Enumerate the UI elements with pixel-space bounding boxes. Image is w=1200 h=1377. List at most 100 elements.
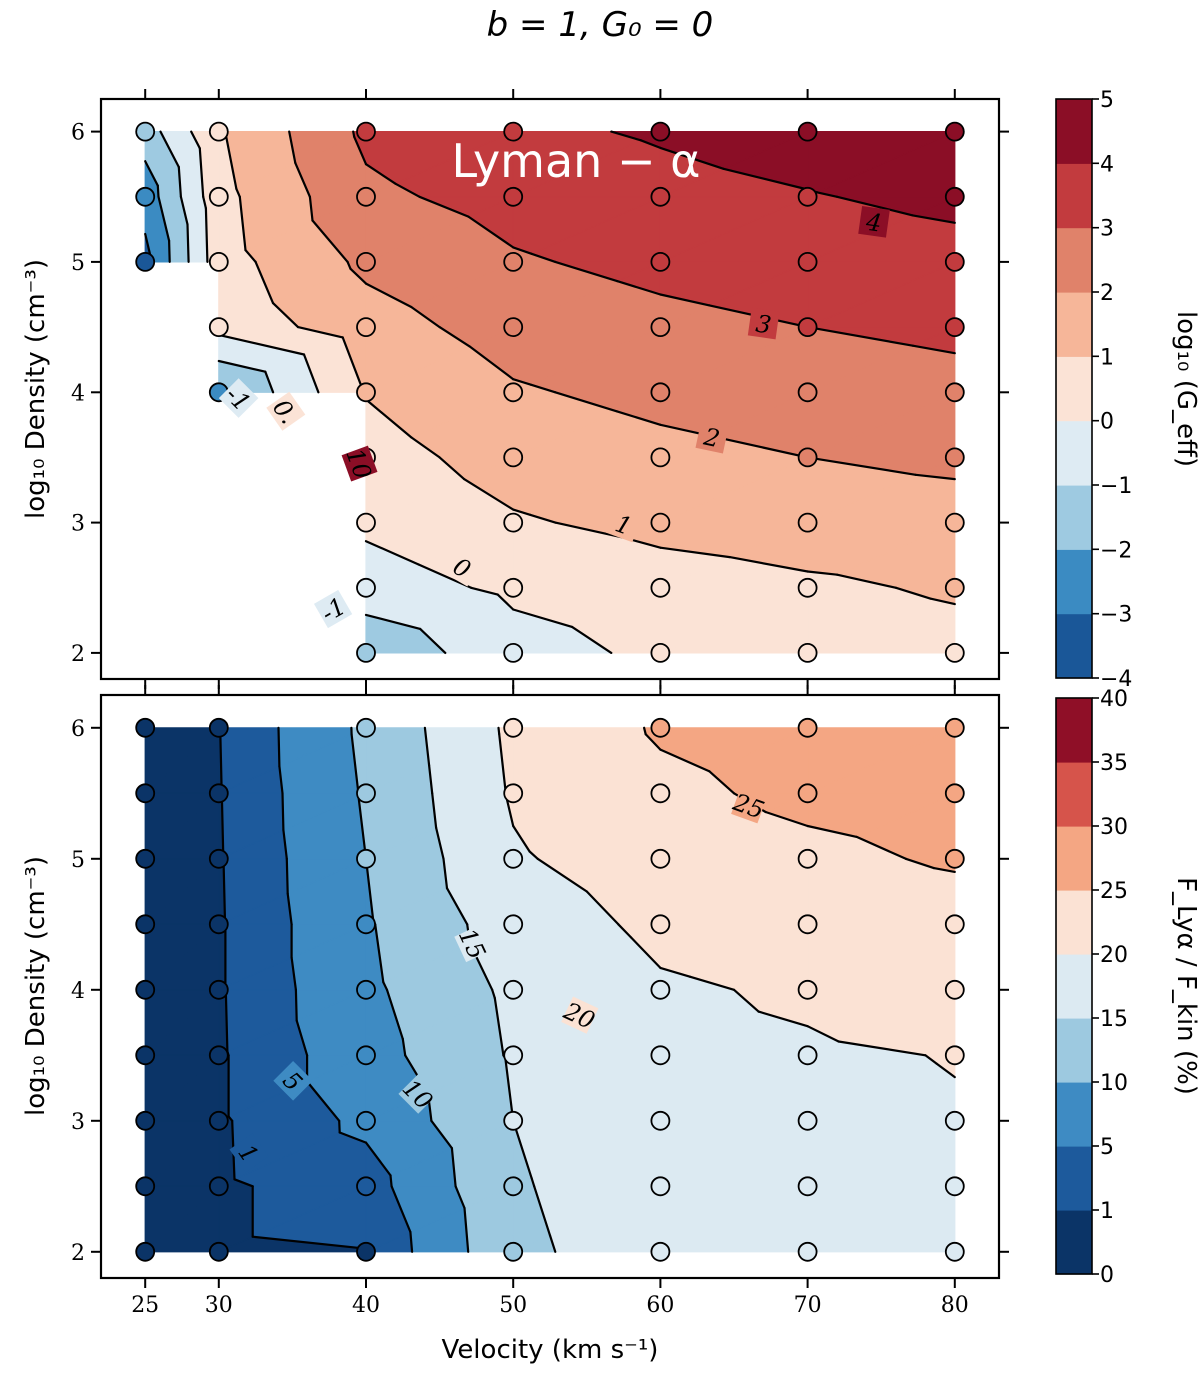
colorbar-segment: [1056, 1018, 1092, 1083]
sample-point: [503, 317, 524, 338]
contour-line: [431, 792, 438, 829]
sample-point: [356, 577, 376, 598]
contour-line: [217, 333, 306, 356]
sample-point: [503, 447, 524, 468]
sample-point: [135, 121, 156, 142]
contour-line: [530, 1176, 536, 1188]
contour-line: [364, 163, 397, 185]
contour-line: [512, 246, 533, 255]
sample-point: [797, 979, 818, 1000]
contour-line: [610, 130, 642, 142]
sample-point: [650, 1045, 671, 1066]
contour-line: [286, 892, 293, 926]
sample-point: [356, 1045, 376, 1066]
y-tick-label: 2: [71, 642, 85, 667]
contour-line: [617, 923, 633, 939]
contour-line: [338, 1131, 368, 1144]
contour-line: [198, 147, 205, 198]
sample-point: [944, 717, 965, 738]
sample-point: [797, 1241, 818, 1262]
colorbar-segment: [1056, 292, 1092, 357]
top-colorbar: −4 −3 −2 −1 0 1 2 3 4 5: [1055, 88, 1132, 692]
contour-line: [428, 764, 434, 795]
sample-point: [356, 848, 376, 869]
sample-point: [135, 783, 156, 804]
contour-line: [806, 1025, 840, 1043]
contour-line: [659, 748, 711, 773]
colorbar-tick-label: 40: [1100, 687, 1128, 712]
sample-point: [356, 382, 376, 403]
sample-point: [356, 1176, 376, 1197]
contour-line: [410, 305, 441, 329]
colorbar-tick-label: 1: [1100, 1199, 1114, 1224]
colorbar-segment: [1056, 698, 1092, 763]
bottom-axes-frame: [99, 693, 1001, 1280]
sample-point: [356, 643, 376, 663]
contour-line: [302, 353, 320, 394]
sample-point: [797, 1176, 818, 1197]
sample-point: [503, 1045, 524, 1066]
sample-point: [797, 317, 818, 338]
contour-line: [512, 508, 532, 517]
contour-line: [364, 857, 375, 923]
colorbar-tick-label: −2: [1100, 538, 1132, 563]
sample-point: [944, 382, 965, 403]
contour-line: [529, 383, 557, 394]
sample-point: [135, 1045, 156, 1066]
sample-point: [503, 783, 524, 804]
top-colorbar-label: log₁₀ (G_eff): [1171, 311, 1200, 467]
colorbar-segment: [1056, 1082, 1092, 1147]
contour-label: 3: [747, 307, 780, 340]
y-tick-label: 5: [71, 848, 85, 873]
bottom-y-axis-label: log₁₀ Density (cm⁻³): [21, 856, 51, 1116]
bottom-axis-ticks: 25 30 40 50 60 70 80 2 3 4 5 6: [71, 685, 1009, 1318]
contour-line: [732, 988, 760, 1013]
top-contour-fills: [144, 131, 956, 654]
svg-text:4: 4: [863, 208, 883, 238]
contour-line: [244, 249, 257, 263]
colorbar-tick-label: 3: [1100, 217, 1114, 242]
sample-point: [135, 186, 156, 207]
sample-point: [503, 979, 524, 1000]
x-axis-label: Velocity (km s⁻¹): [442, 1335, 659, 1365]
contour-line: [409, 1230, 414, 1253]
y-tick-label: 5: [71, 251, 85, 276]
sample-point: [650, 643, 671, 663]
sample-point: [797, 251, 818, 272]
sample-point: [797, 1045, 818, 1066]
colorbar-segment: [1056, 826, 1092, 891]
sample-point: [944, 914, 965, 935]
contour-line: [554, 391, 619, 413]
sample-point: [356, 251, 376, 272]
sample-point: [503, 121, 524, 142]
contour-line: [512, 608, 574, 629]
contour-line: [659, 966, 692, 978]
sample-point: [944, 848, 965, 869]
sample-point: [944, 317, 965, 338]
sample-point: [944, 1110, 965, 1131]
contour-line: [924, 1054, 938, 1065]
sample-point: [797, 512, 818, 533]
colorbar-segment: [1056, 99, 1092, 164]
sample-point: [944, 783, 965, 804]
contour-line: [722, 167, 809, 191]
contour-label: 1: [605, 506, 642, 543]
contour-line: [202, 195, 207, 210]
sample-point: [944, 1241, 965, 1262]
y-tick-label: 3: [71, 1110, 85, 1135]
contour-label: 4: [858, 205, 890, 238]
sample-point: [797, 848, 818, 869]
sample-point: [356, 1241, 376, 1262]
sample-point: [944, 251, 965, 272]
colorbar-tick-label: −4: [1100, 667, 1132, 692]
y-tick-label: 6: [71, 717, 85, 742]
sample-point: [356, 186, 376, 207]
svg-text:3: 3: [754, 310, 773, 340]
contour-line: [382, 980, 389, 991]
sample-point: [135, 717, 156, 738]
contour-line: [530, 252, 557, 263]
sample-point: [650, 1241, 671, 1262]
sample-point: [208, 783, 229, 804]
